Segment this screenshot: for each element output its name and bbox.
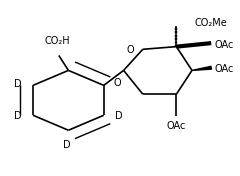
Text: O: O bbox=[127, 45, 135, 55]
Text: OAc: OAc bbox=[167, 121, 186, 131]
Text: D: D bbox=[115, 111, 123, 121]
Text: CO₂Me: CO₂Me bbox=[194, 18, 227, 28]
Text: CO₂H: CO₂H bbox=[45, 36, 70, 46]
Text: O: O bbox=[114, 78, 121, 88]
Text: OAc: OAc bbox=[215, 64, 234, 74]
Text: D: D bbox=[14, 79, 22, 89]
Polygon shape bbox=[192, 66, 211, 70]
Text: D: D bbox=[63, 140, 71, 150]
Text: OAc: OAc bbox=[215, 40, 234, 50]
Text: D: D bbox=[14, 111, 22, 121]
